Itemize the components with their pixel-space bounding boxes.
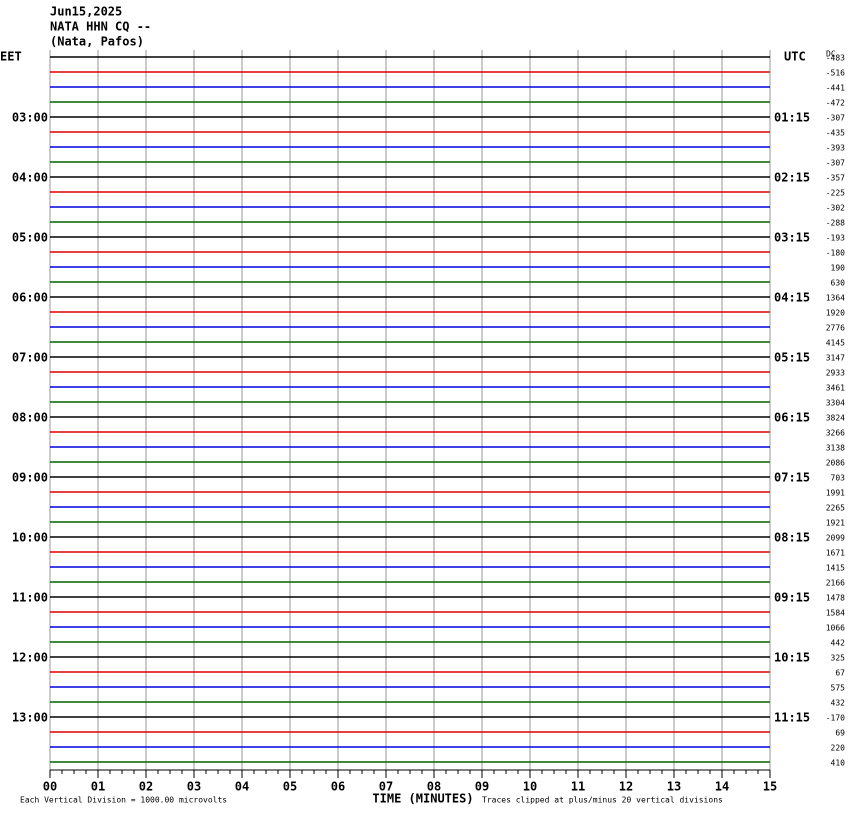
x-tick-label: 09 [475, 780, 489, 794]
right-time-label: 05:15 [774, 351, 810, 365]
dc-offset-label: 432 [831, 699, 846, 708]
dc-offset-label: -170 [826, 714, 845, 723]
right-time-label: 06:15 [774, 411, 810, 425]
dc-offset-label: 630 [831, 279, 846, 288]
right-time-label: 07:15 [774, 471, 810, 485]
x-tick-label: 15 [763, 780, 777, 794]
left-time-label: 04:00 [12, 171, 48, 185]
left-time-label: 13:00 [12, 711, 48, 725]
dc-offset-label: 67 [835, 669, 845, 678]
dc-offset-label: 3266 [826, 429, 845, 438]
right-time-label: 03:15 [774, 231, 810, 245]
dc-offset-label: 703 [831, 474, 846, 483]
dc-offset-label: 2776 [826, 324, 845, 333]
x-tick-label: 03 [187, 780, 201, 794]
dc-offset-label: 442 [831, 639, 846, 648]
left-axis-label: EET [0, 50, 22, 64]
dc-offset-label: -516 [826, 69, 845, 78]
dc-offset-label: 190 [831, 264, 846, 273]
right-time-label: 11:15 [774, 711, 810, 725]
dc-offset-label: 3147 [826, 354, 845, 363]
left-time-label: 11:00 [12, 591, 48, 605]
dc-offset-label: 3304 [826, 399, 845, 408]
dc-offset-label: 3824 [826, 414, 845, 423]
dc-offset-label: -193 [826, 234, 845, 243]
x-tick-label: 12 [619, 780, 633, 794]
right-time-label: 01:15 [774, 111, 810, 125]
x-tick-label: 13 [667, 780, 681, 794]
right-time-label: 08:15 [774, 531, 810, 545]
x-tick-label: 06 [331, 780, 345, 794]
dc-offset-label: 2086 [826, 459, 845, 468]
title-line: NATA HHN CQ -- [50, 20, 151, 34]
x-tick-label: 02 [139, 780, 153, 794]
dc-offset-label: 1364 [826, 294, 845, 303]
dc-offset-label: 410 [831, 759, 846, 768]
x-tick-label: 01 [91, 780, 105, 794]
dc-offset-label: 4145 [826, 339, 845, 348]
dc-offset-label: -357 [826, 174, 845, 183]
dc-offset-label: 1991 [826, 489, 845, 498]
title-line: Jun15,2025 [50, 5, 122, 19]
left-time-label: 12:00 [12, 651, 48, 665]
right-time-label: 09:15 [774, 591, 810, 605]
dc-offset-label: -472 [826, 99, 845, 108]
dc-offset-label: -483 [826, 54, 845, 63]
dc-offset-label: 1584 [826, 609, 845, 618]
x-axis-label: TIME (MINUTES) [372, 792, 473, 806]
dc-offset-label: 1066 [826, 624, 845, 633]
left-time-label: 10:00 [12, 531, 48, 545]
dc-offset-label: 1478 [826, 594, 845, 603]
right-axis-label: UTC [784, 50, 806, 64]
dc-offset-label: 220 [831, 744, 846, 753]
dc-offset-label: 1415 [826, 564, 845, 573]
left-time-label: 05:00 [12, 231, 48, 245]
dc-offset-label: -435 [826, 129, 845, 138]
dc-offset-label: -302 [826, 204, 845, 213]
x-tick-label: 14 [715, 780, 729, 794]
dc-offset-label: 3138 [826, 444, 845, 453]
x-tick-label: 00 [43, 780, 57, 794]
right-time-label: 04:15 [774, 291, 810, 305]
left-time-label: 08:00 [12, 411, 48, 425]
dc-offset-label: 2166 [826, 579, 845, 588]
dc-offset-label: -441 [826, 84, 845, 93]
left-time-label: 03:00 [12, 111, 48, 125]
x-tick-label: 04 [235, 780, 249, 794]
x-tick-label: 07 [379, 780, 393, 794]
title-line: (Nata, Pafos) [50, 35, 144, 49]
right-time-label: 10:15 [774, 651, 810, 665]
dc-offset-label: 1920 [826, 309, 845, 318]
dc-offset-label: 1671 [826, 549, 845, 558]
dc-offset-label: 2265 [826, 504, 845, 513]
dc-offset-label: 2933 [826, 369, 845, 378]
dc-offset-label: 2099 [826, 534, 845, 543]
dc-offset-label: 1921 [826, 519, 845, 528]
right-time-label: 02:15 [774, 171, 810, 185]
scale-note: Each Vertical Division = 1000.00 microvo… [20, 796, 227, 805]
dc-offset-label: -393 [826, 144, 845, 153]
x-tick-label: 10 [523, 780, 537, 794]
dc-offset-label: 575 [831, 684, 846, 693]
dc-offset-label: -180 [826, 249, 845, 258]
dc-offset-label: -288 [826, 219, 845, 228]
clip-note: Traces clipped at plus/minus 20 vertical… [482, 796, 723, 805]
dc-offset-label: 325 [831, 654, 846, 663]
dc-offset-label: -307 [826, 159, 845, 168]
dc-offset-label: -225 [826, 189, 845, 198]
dc-offset-label: 3461 [826, 384, 845, 393]
dc-label: DC [826, 50, 836, 59]
left-time-label: 06:00 [12, 291, 48, 305]
left-time-label: 07:00 [12, 351, 48, 365]
x-tick-label: 05 [283, 780, 297, 794]
dc-offset-label: -307 [826, 114, 845, 123]
x-tick-label: 08 [427, 780, 441, 794]
x-tick-label: 11 [571, 780, 585, 794]
dc-offset-label: 69 [835, 729, 845, 738]
left-time-label: 09:00 [12, 471, 48, 485]
